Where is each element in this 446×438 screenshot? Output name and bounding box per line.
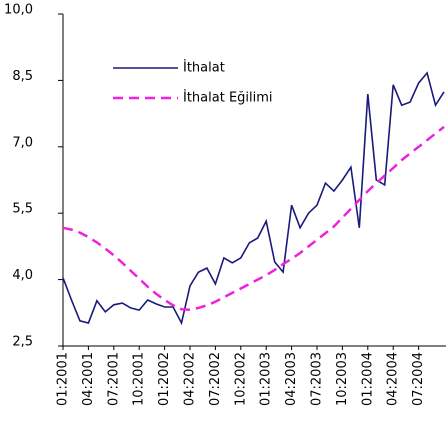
y-tick-label: 2,5 [12, 335, 33, 350]
x-tick-label: 07:2001 [106, 352, 121, 406]
x-tick-label: 10:2001 [132, 352, 147, 406]
series-line [62, 71, 445, 326]
y-tick-label: 8,5 [12, 69, 33, 84]
x-tick-label: 04:2001 [81, 352, 96, 406]
x-tick-label: 07:2003 [310, 352, 325, 406]
x-tick-label: 10:2002 [233, 352, 248, 406]
y-tick-label: 4,0 [12, 268, 33, 283]
x-tick-label: 01:2002 [157, 352, 172, 406]
y-tick-label: 5,5 [12, 202, 33, 217]
x-tick-label: 01:2004 [360, 352, 375, 406]
series-line [62, 125, 445, 311]
x-tick-label: 01:2001 [56, 352, 71, 406]
x-tick-label: 10:2003 [335, 352, 350, 406]
y-tick-label: 10,0 [4, 3, 33, 18]
legend-label: İthalat Eğilimi [183, 90, 273, 106]
x-tick-label: 01:2003 [259, 352, 274, 406]
legend-label: İthalat [183, 60, 225, 76]
x-tick-label: 04:2002 [183, 352, 198, 406]
x-tick-label: 04:2003 [284, 352, 299, 406]
y-tick-label: 7,0 [12, 135, 33, 150]
x-tick-label: 07:2004 [411, 352, 426, 406]
x-tick-label: 04:2004 [386, 352, 401, 406]
x-tick-label: 07:2002 [208, 352, 223, 406]
